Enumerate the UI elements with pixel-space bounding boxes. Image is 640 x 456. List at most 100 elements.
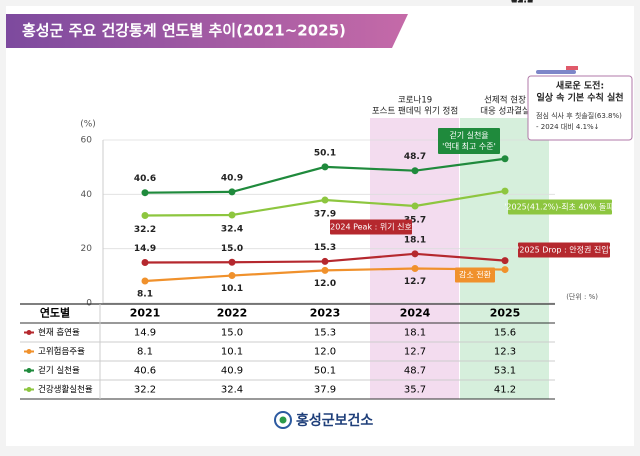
x-tick-label: 2021	[130, 307, 161, 320]
data-label: 14.9	[134, 244, 156, 254]
table-cell: 41.2	[494, 385, 516, 396]
data-point	[141, 212, 149, 220]
data-point	[141, 259, 149, 267]
table-cell: 50.1	[314, 366, 336, 377]
data-point	[141, 277, 149, 285]
data-point	[501, 155, 509, 163]
data-label: 32.2	[134, 225, 156, 235]
annotation-box	[438, 128, 500, 154]
data-label: 32.4	[221, 224, 243, 234]
data-point	[411, 167, 419, 175]
data-label: 40.6	[134, 174, 156, 184]
toothbrush-handle	[536, 70, 576, 74]
legend-swatch	[26, 387, 32, 392]
data-label: 10.1	[221, 284, 243, 294]
title: 홍성군 주요 건강통계 연도별 추이(2021~2025)	[22, 22, 346, 40]
table-cell: 32.2	[134, 385, 156, 396]
data-label: 18.1	[404, 235, 426, 245]
x-tick-label: 2022	[217, 307, 248, 320]
annotation-box	[455, 267, 495, 283]
y-tick-label: 40	[81, 190, 93, 200]
data-label: 35.7	[404, 216, 426, 226]
data-point	[141, 189, 149, 197]
legend-swatch	[26, 330, 32, 335]
x-tick-label: 2025	[490, 307, 521, 320]
annotation: '2025(41.2%)-최초 40% 돌파'	[504, 202, 616, 212]
data-label: 12.7	[404, 277, 426, 287]
challenge-box	[527, 75, 633, 141]
annotation-box	[330, 219, 412, 235]
data-label: 41.2	[511, 0, 533, 6]
unit-note: (단위 : %)	[566, 292, 598, 301]
x-tick-label: 2023	[310, 307, 341, 320]
column-note: 대응 성과결실	[480, 106, 530, 117]
data-point	[228, 258, 236, 266]
data-point	[321, 163, 329, 171]
table-header: 연도별	[40, 306, 70, 320]
y-tick-label: 60	[81, 136, 93, 146]
table-cell: 12.7	[404, 347, 426, 358]
x-tick-label: 2024	[400, 307, 431, 320]
data-point	[321, 266, 329, 274]
table-cell: 14.9	[134, 328, 156, 339]
y-axis-label: (%)	[80, 120, 96, 130]
data-point	[411, 250, 419, 258]
data-point	[501, 266, 509, 274]
challenge-title: 일상 속 기본 수칙 실천	[536, 92, 623, 104]
data-point	[228, 188, 236, 196]
table-cell: 35.7	[404, 385, 426, 396]
data-label: 40.9	[221, 173, 243, 183]
data-label: 48.7	[404, 152, 426, 162]
table-cell: 8.1	[137, 347, 153, 358]
data-label: 37.9	[314, 210, 336, 220]
annotation-box	[508, 199, 612, 215]
data-point	[501, 257, 509, 265]
data-label: 50.1	[314, 148, 336, 158]
table-cell: 53.1	[494, 366, 516, 377]
highlight-band	[370, 118, 459, 399]
table-cell: 12.0	[314, 347, 336, 358]
data-label: 15.3	[314, 243, 336, 253]
logo-emblem	[279, 416, 287, 424]
column-note: 선제적 현장	[484, 95, 526, 106]
legend-label: 현재 흡연율	[38, 327, 80, 338]
title-banner	[6, 14, 408, 48]
table-cell: 15.0	[221, 328, 243, 339]
annotation: '2025 Drop : 안정권 진입'	[517, 245, 611, 255]
data-label: 15.0	[221, 244, 243, 254]
annotation: 감소 전환	[459, 270, 492, 280]
data-point	[228, 272, 236, 280]
challenge-title: 새로운 도전:	[556, 80, 604, 92]
legend-label: 걷기 실천율	[38, 365, 80, 376]
annotation-box	[518, 242, 610, 258]
legend-label: 건강생활실천율	[38, 384, 93, 395]
data-point	[321, 196, 329, 204]
legend-label: 고위험음주율	[38, 347, 85, 357]
annotation: 걷기 실천율	[449, 130, 488, 140]
table-cell: 18.1	[404, 328, 426, 339]
data-label: 12.3	[511, 0, 533, 6]
data-point	[501, 187, 509, 195]
data-point	[411, 202, 419, 210]
legend-swatch	[26, 368, 32, 373]
table-cell: 37.9	[314, 385, 336, 396]
table-cell: 15.6	[494, 328, 516, 339]
footer-logo: 홍성군보건소	[296, 412, 373, 429]
data-label: 15.6	[511, 0, 533, 6]
table-cell: 40.6	[134, 366, 156, 377]
table-cell: 15.3	[314, 328, 336, 339]
challenge-text: - 2024 대비 4.1%↓	[536, 122, 600, 131]
toothbrush-head	[566, 66, 578, 70]
data-point	[228, 211, 236, 219]
table-cell: 48.7	[404, 366, 426, 377]
data-point	[321, 257, 329, 265]
table-cell: 32.4	[221, 385, 243, 396]
annotation: '역대 최고 수준'	[442, 141, 496, 151]
data-label: 53.1	[511, 0, 533, 6]
legend-swatch	[26, 349, 32, 354]
column-note: 코로나19	[398, 96, 432, 106]
challenge-text: 점심 식사 후 칫솔질(63.8%)	[536, 111, 622, 120]
data-label: 8.1	[137, 289, 153, 299]
